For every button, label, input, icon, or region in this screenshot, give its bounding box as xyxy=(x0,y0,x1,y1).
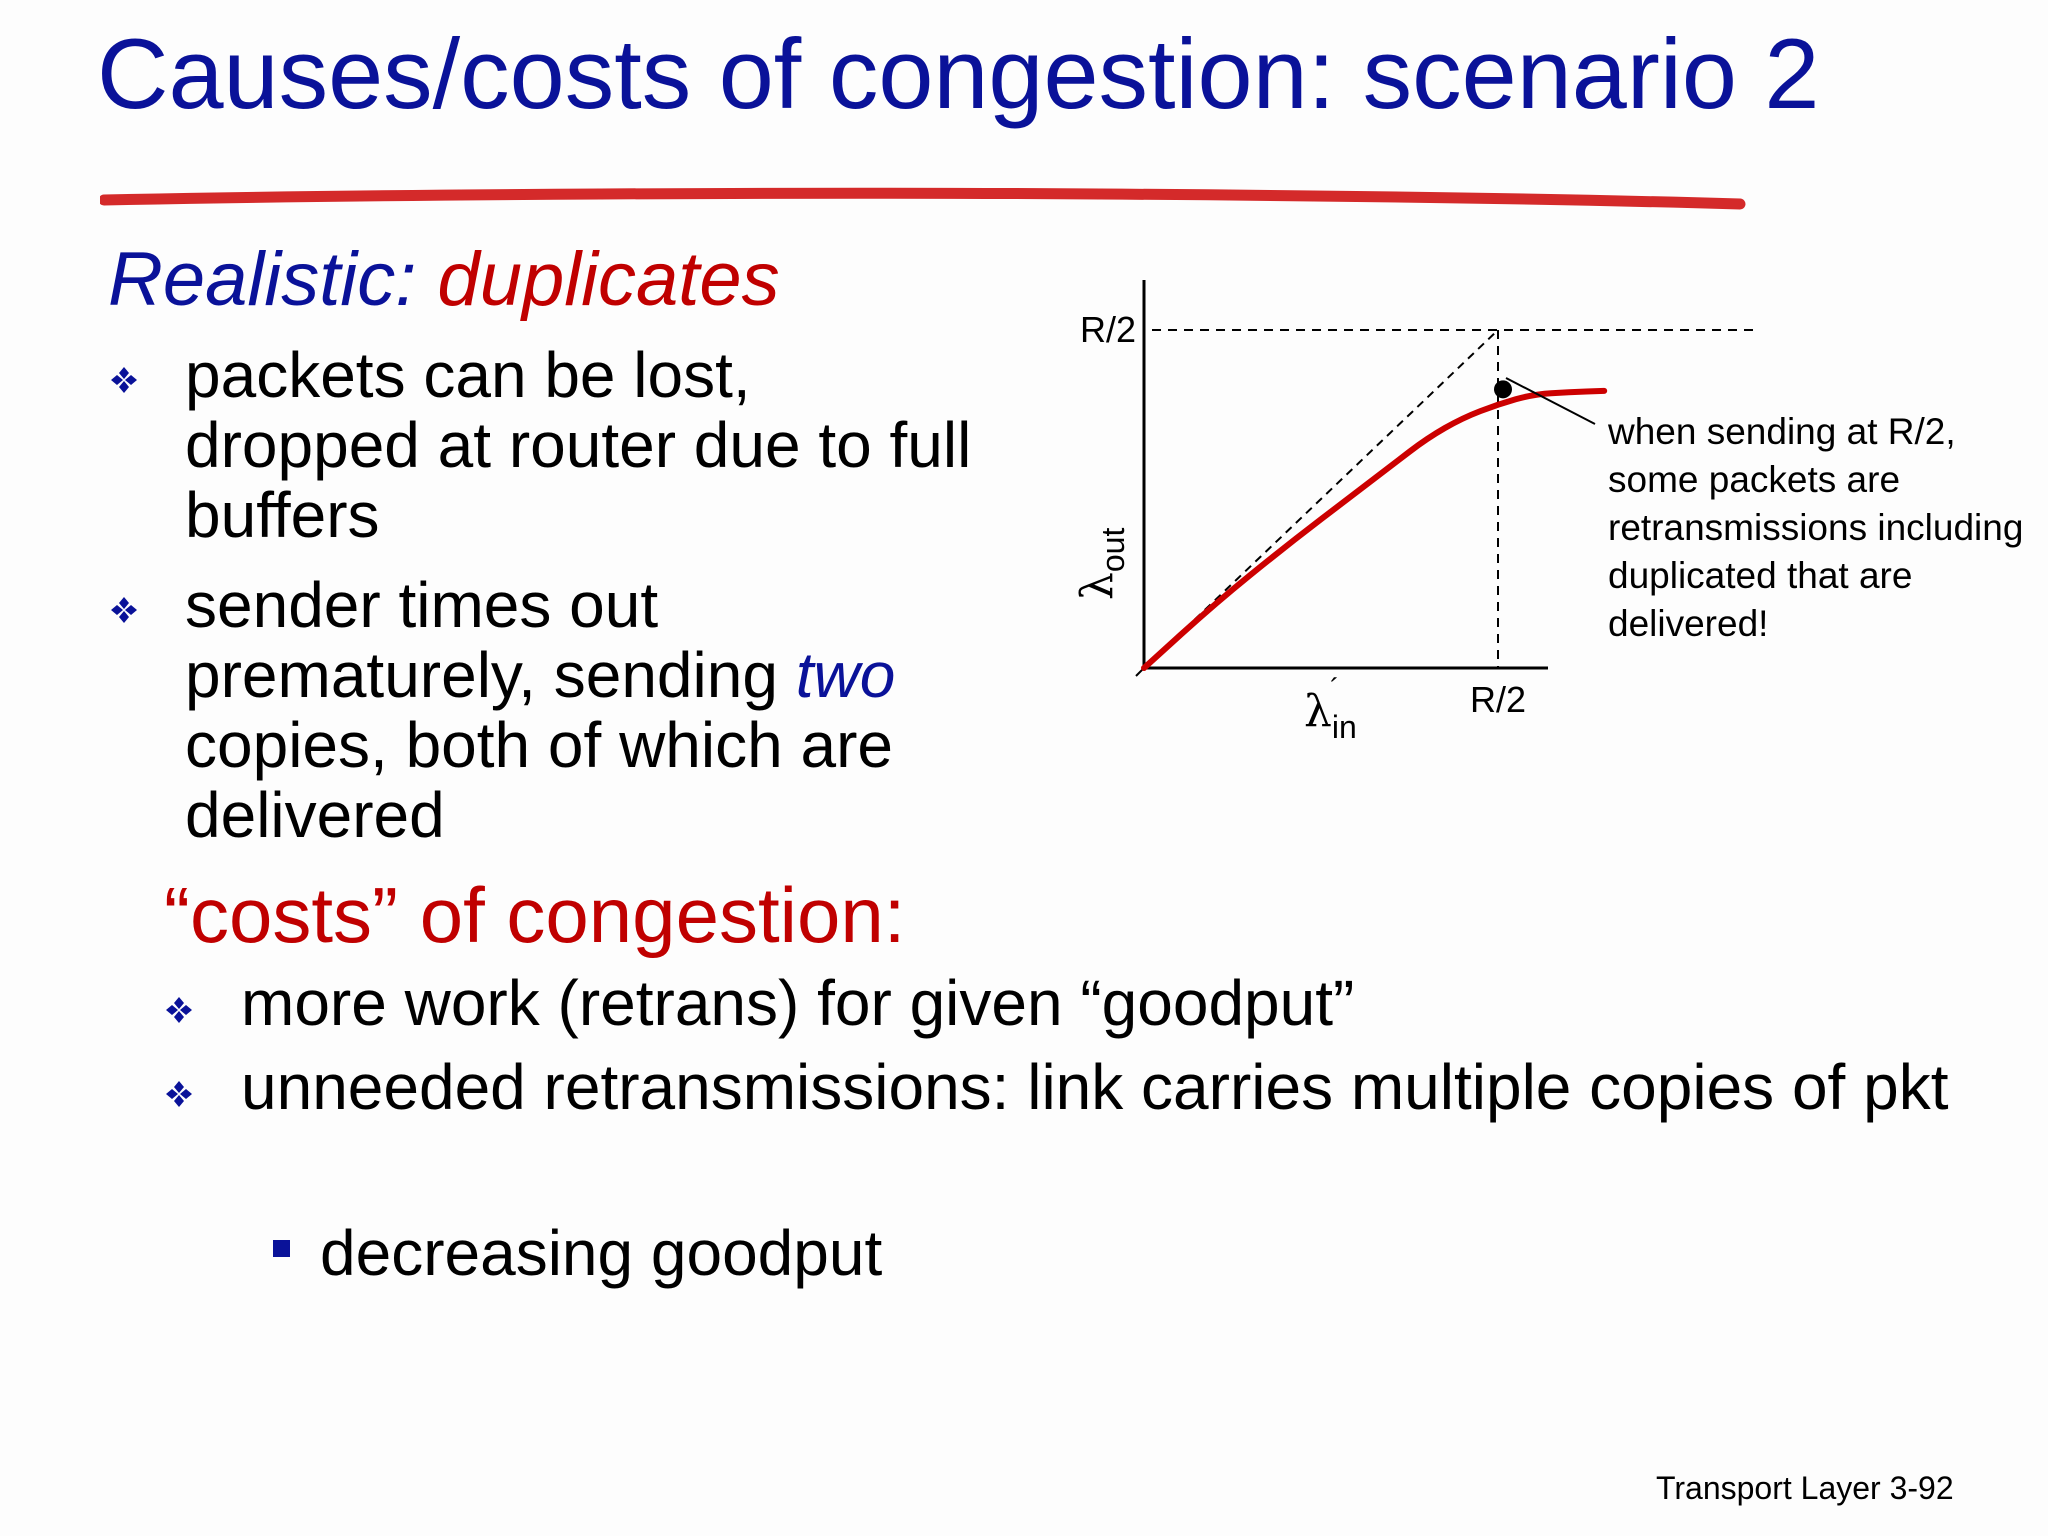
square-bullet-icon xyxy=(273,1240,290,1257)
diamond-bullet-icon xyxy=(166,1081,192,1107)
chart-annotation: when sending at R/2, some packets are re… xyxy=(1608,411,2024,644)
x-label-tick-mark: ´ xyxy=(1330,673,1339,704)
costs-heading-rest: of congestion: xyxy=(398,871,906,959)
diamond-bullet-icon xyxy=(111,597,137,623)
sub-bullet-decreasing-goodput: decreasing goodput xyxy=(273,1216,883,1290)
slide-title: Causes/costs of congestion: scenario 2 xyxy=(97,18,1820,129)
sub-bullet-text: decreasing goodput xyxy=(320,1217,883,1289)
throughput-chart: R/2 R/2 λin ´ λout xyxy=(1072,280,1760,745)
operating-point-marker xyxy=(1494,380,1512,399)
cost-item: unneeded retransmissions: link carries m… xyxy=(163,1052,1963,1122)
bullet-packets-lost: packets can be lost, dropped at router d… xyxy=(108,340,988,550)
cost-item-text: more work (retrans) for given “goodput” xyxy=(241,967,1355,1039)
bullet-sender-timeout: sender times out prematurely, sending tw… xyxy=(108,570,988,850)
x-label-symbol: λ xyxy=(1304,686,1332,737)
subtitle-highlight: duplicates xyxy=(437,237,780,322)
bullet-text-after: copies, both of which are delivered xyxy=(185,709,893,851)
bullet-text: packets can be lost, dropped at router d… xyxy=(185,339,972,551)
ideal-diagonal xyxy=(1143,329,1499,669)
title-strike-underline xyxy=(100,187,1746,210)
x-label-sub: in xyxy=(1332,709,1357,745)
subtitle-prefix: Realistic: xyxy=(108,237,438,322)
x-tick-label: R/2 xyxy=(1470,679,1526,720)
costs-word: costs xyxy=(189,871,373,959)
cost-item: more work (retrans) for given “goodput” xyxy=(163,968,1963,1038)
costs-close-quote: ” xyxy=(372,871,399,959)
annotation-leader-line xyxy=(1505,377,1596,425)
slide-footer: Transport Layer 3-92 xyxy=(1656,1470,1954,1506)
diamond-bullet-icon xyxy=(111,367,137,393)
costs-list: more work (retrans) for given “goodput” … xyxy=(163,968,1963,1136)
costs-heading: “costs” of congestion: xyxy=(164,870,905,961)
bullet-text-before: sender times out prematurely, sending xyxy=(185,569,796,711)
y-tick-label: R/2 xyxy=(1080,309,1136,350)
cost-item-text: unneeded retransmissions: link carries m… xyxy=(241,1051,1949,1123)
slide-subtitle: Realistic: duplicates xyxy=(108,236,780,323)
y-label-symbol: λ xyxy=(1072,572,1123,600)
goodput-curve xyxy=(1141,387,1608,671)
y-label-sub: out xyxy=(1095,528,1131,573)
y-axis-label: λout xyxy=(1072,528,1131,600)
scenario-bullets: packets can be lost, dropped at router d… xyxy=(108,340,988,870)
diamond-bullet-icon xyxy=(166,997,192,1023)
x-axis-label: λin xyxy=(1304,686,1357,745)
costs-open-quote: “ xyxy=(164,871,190,959)
bullet-emphasis: two xyxy=(795,639,896,711)
